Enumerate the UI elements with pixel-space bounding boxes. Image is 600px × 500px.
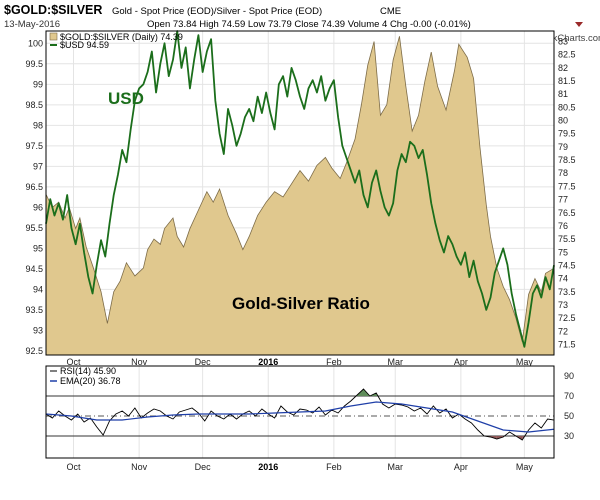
usd-line-layer — [45, 30, 555, 348]
right-tick-label: 76 — [558, 221, 568, 231]
rsi-legend-label: RSI(14) 45.90 — [60, 366, 116, 376]
rsi-tick-label: 30 — [564, 431, 574, 441]
chart-subtitle: Gold - Spot Price (EOD)/Silver - Spot Pr… — [112, 6, 322, 17]
left-tick-label: 94 — [33, 284, 43, 294]
right-tick-label: 82 — [558, 63, 568, 73]
month-label: 2016 — [258, 357, 278, 367]
month-label: Apr — [454, 357, 468, 367]
rsi-tick-label: 90 — [564, 371, 574, 381]
main-x-axis: Oct Nov Dec 2016 Feb Mar Apr May — [67, 357, 534, 367]
month-label: Dec — [195, 357, 212, 367]
left-tick-label: 95 — [33, 243, 43, 253]
left-tick-label: 100 — [28, 38, 43, 48]
right-tick-label: 83 — [558, 37, 568, 47]
right-tick-label: 73.5 — [558, 287, 576, 297]
usd-legend-label: $USD 94.59 — [60, 40, 109, 50]
left-tick-label: 98.5 — [25, 100, 43, 110]
left-tick-label: 97.5 — [25, 141, 43, 151]
left-tick-label: 98 — [33, 120, 43, 130]
credit-text: © StockCharts.com — [524, 33, 600, 44]
month-label: Nov — [131, 357, 148, 367]
right-tick-label: 74.5 — [558, 260, 576, 270]
right-tick-label: 79.5 — [558, 129, 576, 139]
left-tick-label: 99 — [33, 79, 43, 89]
main-legend: $GOLD:$SILVER (Daily) 74.39$USD 94.59 — [49, 32, 183, 50]
rsi-line — [45, 388, 555, 441]
rsi-tick-label: 70 — [564, 391, 574, 401]
main-panel-border — [45, 30, 555, 356]
right-tick-label: 71.5 — [558, 339, 576, 349]
ohlc-readout: Open 73.84 High 74.59 Low 73.79 Close 74… — [147, 19, 471, 30]
left-axis: 92.5 93 93.5 94 94.5 95 95.5 96 96.5 97 97.5 98 98.5… — [25, 38, 43, 356]
right-tick-label: 77 — [558, 195, 568, 205]
right-tick-label: 73 — [558, 300, 568, 310]
bottom-month-label: Dec — [195, 462, 212, 472]
usd-annotation: USD — [108, 89, 144, 108]
rsi-grid — [46, 366, 554, 458]
down-arrow-icon — [575, 22, 583, 27]
left-tick-label: 93.5 — [25, 305, 43, 315]
left-tick-label: 94.5 — [25, 264, 43, 274]
month-label: Feb — [326, 357, 342, 367]
right-axis: 71.5 72 72.5 73 73.5 74 74.5 75 75.5 76 76.5 77 77.5… — [558, 37, 576, 350]
usd-line — [45, 30, 555, 348]
month-label: Mar — [388, 357, 404, 367]
right-tick-label: 75.5 — [558, 234, 576, 244]
left-tick-label: 99.5 — [25, 59, 43, 69]
exchange-label: CME — [380, 6, 401, 17]
left-tick-label: 96 — [33, 202, 43, 212]
right-tick-label: 72.5 — [558, 313, 576, 323]
chart-title: $GOLD:$SILVER — [4, 3, 102, 17]
chart-date: 13-May-2016 — [4, 19, 60, 30]
bottom-month-label: Apr — [454, 462, 468, 472]
left-tick-label: 92.5 — [25, 346, 43, 356]
bottom-month-label: Feb — [326, 462, 342, 472]
bottom-month-label: Mar — [388, 462, 404, 472]
bottom-month-label: Oct — [67, 462, 82, 472]
main-panel: 92.5 93 93.5 94 94.5 95 95.5 96 96.5 97 97.5 98 98.5… — [25, 30, 576, 367]
month-label: Oct — [67, 357, 82, 367]
ema-line — [45, 401, 555, 433]
right-tick-label: 79 — [558, 142, 568, 152]
bottom-x-axis: Oct Nov Dec 2016 Feb Mar Apr May — [67, 462, 534, 472]
left-tick-label: 95.5 — [25, 223, 43, 233]
rsi-right-axis: 30 50 70 90 — [564, 371, 574, 441]
right-tick-label: 80.5 — [558, 102, 576, 112]
rsi-tick-label: 50 — [564, 411, 574, 421]
left-tick-label: 96.5 — [25, 182, 43, 192]
right-tick-label: 80 — [558, 116, 568, 126]
right-tick-label: 78 — [558, 168, 568, 178]
ratio-line — [45, 36, 555, 342]
bottom-month-label: May — [516, 462, 534, 472]
month-label: May — [516, 357, 534, 367]
right-tick-label: 72 — [558, 326, 568, 336]
ratio-area — [46, 36, 554, 356]
ratio-legend-label: $GOLD:$SILVER (Daily) 74.39 — [60, 32, 183, 42]
ratio-annotation: Gold-Silver Ratio — [232, 294, 370, 313]
rsi-line-layer — [45, 388, 555, 441]
rsi-panel-border — [45, 365, 555, 459]
ratio-legend-swatch — [49, 32, 58, 41]
right-tick-label: 74 — [558, 274, 568, 284]
left-tick-label: 93 — [33, 325, 43, 335]
ema-legend-label: EMA(20) 36.78 — [60, 376, 121, 386]
right-tick-label: 81 — [558, 89, 568, 99]
right-tick-label: 78.5 — [558, 155, 576, 165]
right-tick-label: 76.5 — [558, 208, 576, 218]
ratio-area-layer — [45, 36, 555, 356]
bottom-month-label: 2016 — [258, 462, 278, 472]
left-tick-label: 97 — [33, 161, 43, 171]
right-tick-label: 75 — [558, 247, 568, 257]
right-tick-label: 82.5 — [558, 50, 576, 60]
right-tick-label: 77.5 — [558, 181, 576, 191]
right-tick-label: 81.5 — [558, 76, 576, 86]
bottom-month-label: Nov — [131, 462, 148, 472]
